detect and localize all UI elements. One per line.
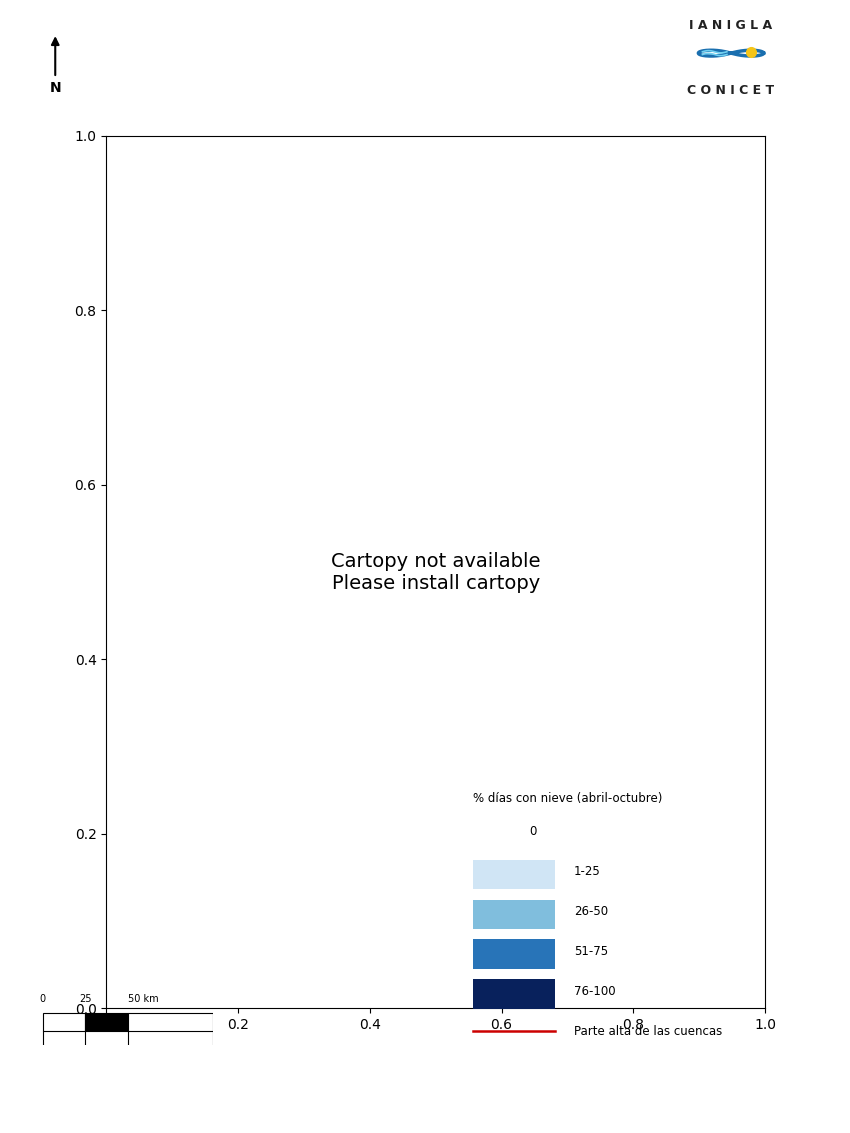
Text: Parte alta de las cuencas: Parte alta de las cuencas [574, 1025, 722, 1038]
Text: % días con nieve (abril-octubre): % días con nieve (abril-octubre) [473, 792, 662, 804]
Bar [42, 1013, 85, 1031]
Text: 0: 0 [39, 994, 46, 1004]
Bar [128, 1013, 212, 1031]
Text: 26-50: 26-50 [574, 905, 608, 918]
Text: C O N I C E T: C O N I C E T [688, 84, 774, 96]
Text: 1-25: 1-25 [574, 866, 601, 878]
FancyBboxPatch shape [473, 900, 555, 929]
Text: I A N I G L A: I A N I G L A [689, 19, 773, 32]
FancyBboxPatch shape [473, 979, 555, 1008]
Bar [85, 1013, 128, 1031]
FancyBboxPatch shape [473, 860, 555, 889]
Text: 0: 0 [529, 825, 536, 838]
Text: 50 km: 50 km [128, 994, 158, 1004]
FancyBboxPatch shape [473, 939, 555, 969]
Text: N: N [49, 80, 61, 95]
Text: 76-100: 76-100 [574, 985, 615, 998]
Text: 25: 25 [79, 994, 91, 1004]
Text: 51-75: 51-75 [574, 945, 608, 957]
Text: Cartopy not available
Please install cartopy: Cartopy not available Please install car… [331, 552, 541, 593]
